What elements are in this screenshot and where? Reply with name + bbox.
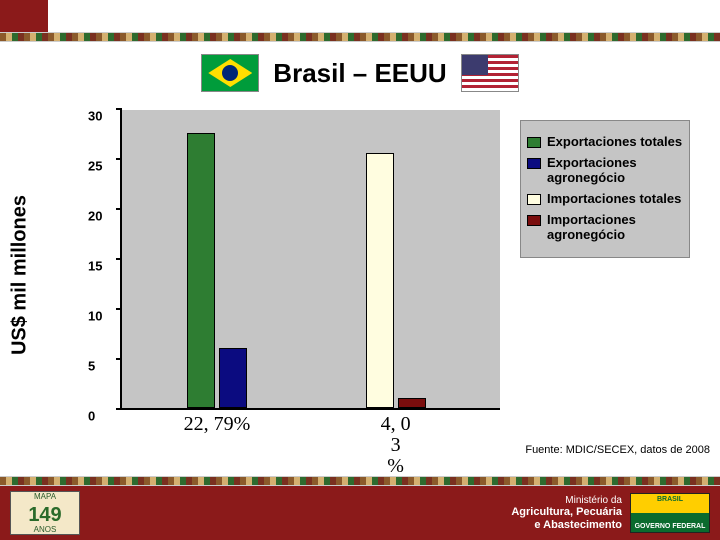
y-tick-label: 15 — [88, 259, 102, 274]
logo-top-text: MAPA — [11, 492, 79, 501]
source-note: Fuente: MDIC/SECEX, datos de 2008 — [525, 444, 710, 456]
legend-swatch — [527, 137, 541, 148]
ministry-line2: Agricultura, Pecuária — [511, 506, 622, 518]
y-tick-mark — [116, 308, 122, 310]
legend-swatch — [527, 215, 541, 226]
ministry-text: Ministério da Agricultura, Pecuária e Ab… — [511, 495, 622, 530]
footer: MAPA 149 ANOS Ministério da Agricultura,… — [0, 486, 720, 540]
logo-number: 149 — [11, 505, 79, 525]
legend-label: Exportaciones totales — [547, 135, 682, 150]
bar — [366, 153, 394, 408]
y-tick-label: 5 — [88, 359, 95, 374]
bar — [187, 133, 215, 408]
y-tick-mark — [116, 208, 122, 210]
page-title: Brasil – EEUU — [273, 58, 446, 89]
y-tick-mark — [116, 258, 122, 260]
legend-swatch — [527, 194, 541, 205]
y-tick-mark — [116, 358, 122, 360]
legend-label: Exportaciones agronegócio — [547, 156, 683, 186]
y-tick-label: 10 — [88, 309, 102, 324]
y-axis-label: US$ mil millones — [9, 195, 32, 355]
cluster-label: 22, 79% — [177, 414, 257, 435]
y-tick-mark — [116, 408, 122, 410]
top-corner-accent — [0, 0, 48, 32]
y-tick-label: 30 — [88, 109, 102, 124]
bar — [219, 348, 247, 408]
footer-decorative-stripe — [0, 476, 720, 486]
plot-area: 05101520253022, 79%4, 03% — [120, 110, 500, 410]
y-tick-label: 0 — [88, 409, 95, 424]
y-tick-label: 20 — [88, 209, 102, 224]
legend-label: Importaciones totales — [547, 192, 681, 207]
government-logo: BRASIL GOVERNO FEDERAL — [630, 493, 710, 533]
gov-logo-bottom: GOVERNO FEDERAL — [631, 523, 709, 530]
legend-item: Exportaciones totales — [527, 135, 683, 150]
y-tick-mark — [116, 108, 122, 110]
legend-swatch — [527, 158, 541, 169]
bar — [398, 398, 426, 408]
ministry-block: Ministério da Agricultura, Pecuária e Ab… — [511, 493, 710, 533]
brazil-flag-icon — [201, 54, 259, 92]
gov-logo-top: BRASIL — [631, 496, 709, 503]
legend-item: Importaciones totales — [527, 192, 683, 207]
chart: US$ mil millones 05101520253022, 79%4, 0… — [50, 110, 690, 440]
legend-item: Exportaciones agronegócio — [527, 156, 683, 186]
top-decorative-stripe — [0, 32, 720, 42]
logo-bottom-text: ANOS — [11, 525, 79, 534]
anniversary-logo: MAPA 149 ANOS — [10, 491, 80, 535]
ministry-line1: Ministério da — [511, 495, 622, 506]
legend-item: Importaciones agronegócio — [527, 213, 683, 243]
y-tick-mark — [116, 158, 122, 160]
legend-label: Importaciones agronegócio — [547, 213, 683, 243]
legend: Exportaciones totales Exportaciones agron… — [520, 120, 690, 258]
y-tick-label: 25 — [88, 159, 102, 174]
header: Brasil – EEUU — [0, 54, 720, 92]
ministry-line3: e Abastecimento — [511, 519, 622, 531]
cluster-label: 4, 03% — [356, 414, 436, 477]
usa-flag-icon — [461, 54, 519, 92]
